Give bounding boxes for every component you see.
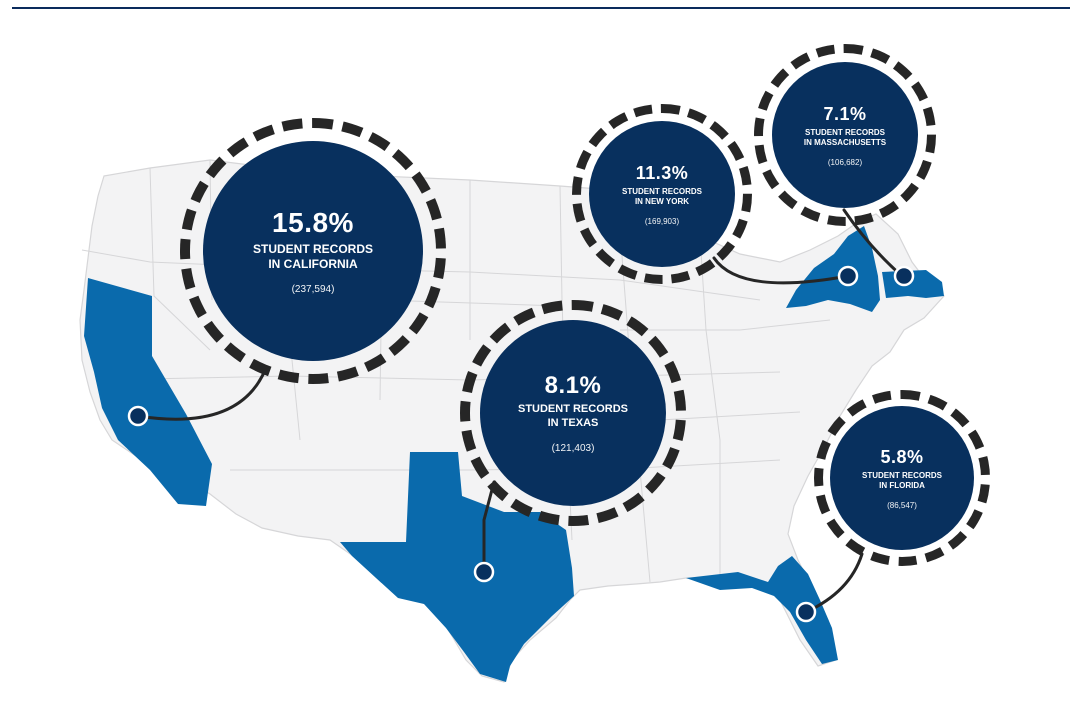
florida-percent: 5.8% — [880, 446, 924, 467]
texas-label-line1: STUDENT RECORDS — [517, 403, 628, 416]
california-count: (237,594) — [291, 284, 335, 295]
texas-shape — [340, 452, 574, 682]
california-connector — [136, 366, 268, 421]
california-shape — [84, 278, 212, 506]
massachusetts-label-line1: STUDENT RECORDS — [804, 127, 885, 137]
florida-count: (86,547) — [887, 500, 917, 510]
texas-bubble: 8.1% STUDENT RECORDS IN TEXAS (121,403) — [480, 320, 666, 506]
florida-dashed-ring — [814, 390, 990, 566]
location-markers — [127, 265, 915, 623]
texas-marker — [473, 561, 495, 583]
new-york-bubble: 11.3% STUDENT RECORDS IN NEW YORK (169,9… — [589, 121, 735, 267]
new-york-percent: 11.3% — [635, 162, 689, 183]
california-label-line1: STUDENT RECORDS — [252, 242, 373, 256]
florida-shape — [686, 556, 838, 664]
massachusetts-bubble: 7.1% STUDENT RECORDS IN MASSACHUSETTS (1… — [772, 62, 918, 208]
texas-percent: 8.1% — [544, 372, 602, 400]
texas-connector — [482, 480, 496, 574]
texas-count: (121,403) — [551, 442, 595, 454]
florida-label-line2: IN FLORIDA — [879, 480, 925, 490]
new-york-label-line2: IN NEW YORK — [634, 196, 690, 206]
massachusetts-label-line2: IN MASSACHUSETTS — [803, 137, 887, 147]
new-york-connector — [712, 256, 850, 285]
california-dashed-ring — [180, 118, 446, 384]
california-bubble: 15.8% STUDENT RECORDS IN CALIFORNIA (237… — [203, 141, 423, 361]
florida-label-line1: STUDENT RECORDS — [861, 470, 942, 480]
massachusetts-marker — [893, 265, 915, 287]
massachusetts-percent: 7.1% — [823, 103, 867, 124]
california-marker — [127, 405, 149, 427]
new-york-shape — [786, 226, 880, 312]
new-york-marker — [837, 265, 859, 287]
texas-label-line2: IN TEXAS — [547, 417, 599, 429]
florida-marker — [795, 601, 817, 623]
texas-dashed-ring — [460, 300, 686, 526]
new-york-count: (169,903) — [644, 216, 680, 226]
massachusetts-dashed-ring — [754, 44, 936, 226]
california-label-line2: IN CALIFORNIA — [268, 257, 358, 271]
california-percent: 15.8% — [272, 207, 354, 238]
new-york-label-line1: STUDENT RECORDS — [621, 186, 702, 196]
new-york-dashed-ring — [572, 104, 752, 284]
massachusetts-count: (106,682) — [827, 157, 863, 167]
top-divider — [12, 7, 1070, 9]
florida-bubble: 5.8% STUDENT RECORDS IN FLORIDA (86,547) — [830, 406, 974, 550]
